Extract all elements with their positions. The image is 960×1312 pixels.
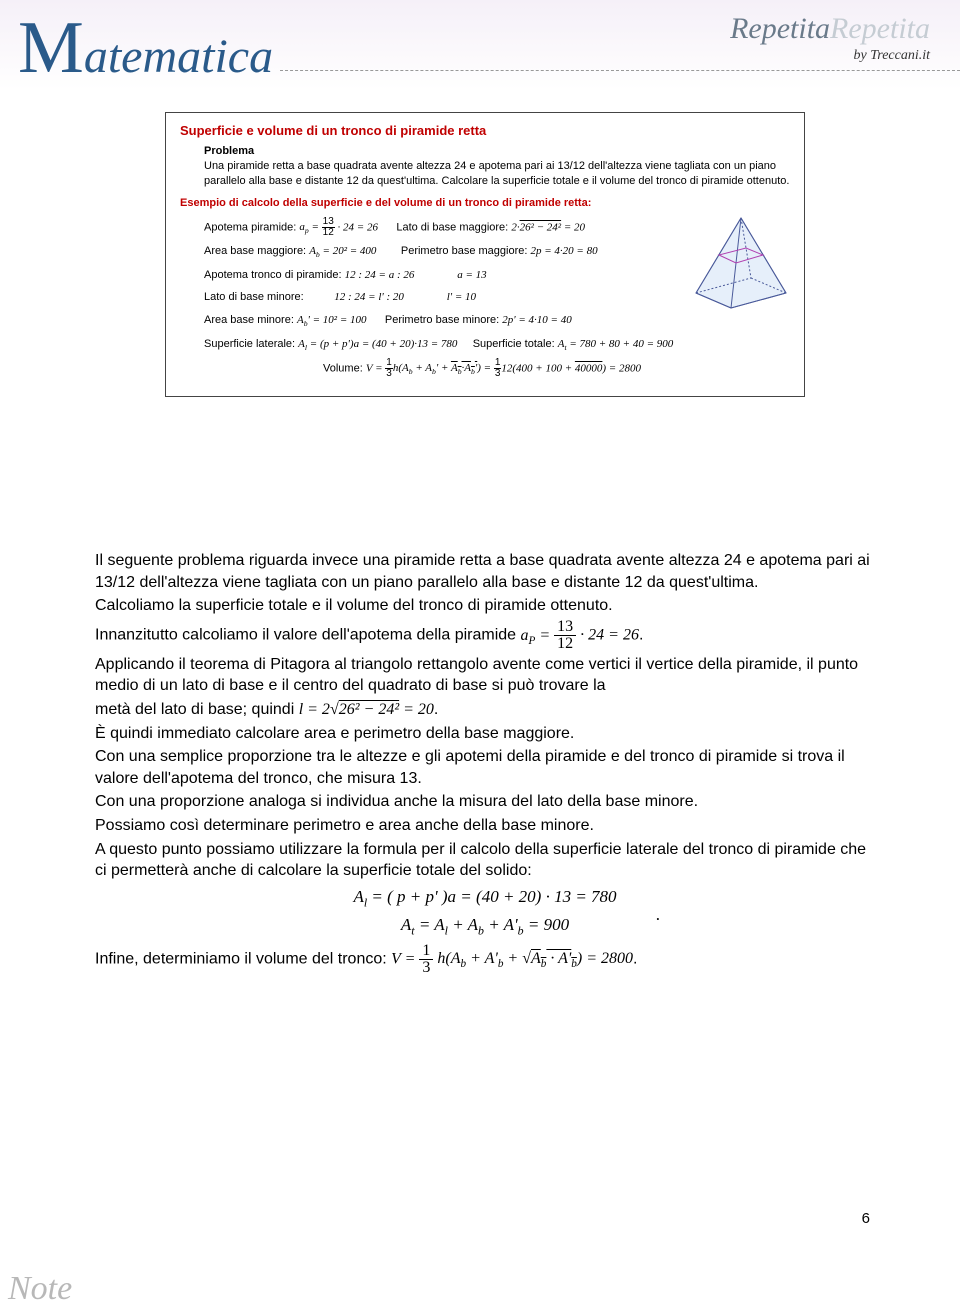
slide-calculations: Apotema piramide: ap = 1312 · 24 = 26 La… [180,217,790,381]
equation-total: At = Al + Ab + A'b = 900 . [95,914,875,938]
paragraph: Possiamo così determinare perimetro e ar… [95,815,875,837]
calc-label: Volume: [323,362,363,374]
logo-matematica: Matematica [18,6,273,91]
paragraph: Applicando il teorema di Pitagora al tri… [95,654,875,697]
header-divider [280,70,960,71]
main-text: Il seguente problema riguarda invece una… [95,550,875,978]
example-heading: Esempio di calcolo della superficie e de… [180,197,790,209]
paragraph: metà del lato di base; quindi l = 2√26² … [95,699,875,721]
calc-label: Superficie laterale: [204,338,295,350]
paragraph: Con una semplice proporzione tra le alte… [95,746,875,789]
slide-title: Superficie e volume di un tronco di pira… [180,123,790,138]
page-number: 6 [862,1210,870,1227]
calc-label: Area base maggiore: [204,245,306,257]
problem-body: Una piramide retta a base quadrata avent… [204,159,790,189]
equation-lateral: Al = ( p + p' )a = (40 + 20) · 13 = 780 [95,886,875,910]
paragraph: Il seguente problema riguarda invece una… [95,550,875,593]
pyramid-icon [686,213,796,313]
calc-label: Perimetro base minore: [385,314,499,326]
calc-label: Lato di base maggiore: [396,221,508,233]
repetita-1: Repetita [730,12,830,45]
page-header: Matematica RepetitaRepetita by Treccani.… [0,0,960,90]
paragraph: Con una proporzione analoga si individua… [95,791,875,813]
calc-label: Area base minore: [204,314,294,326]
calc-label: Lato di base minore: [204,291,304,303]
calc-label: Apotema tronco di piramide: [204,269,342,281]
paragraph: Infine, determiniamo il volume del tronc… [95,943,875,976]
example-slide: Superficie e volume di un tronco di pira… [165,112,805,397]
logo-repetita: RepetitaRepetita by Treccani.it [730,12,930,64]
paragraph: A questo punto possiamo utilizzare la fo… [95,839,875,882]
problem-heading: Problema [204,144,790,159]
byline: by Treccani.it [854,48,930,63]
calc-label: Superficie totale: [473,338,555,350]
slide-problem: Problema Una piramide retta a base quadr… [180,144,790,189]
logo-text: atematica [84,30,273,83]
repetita-2: Repetita [830,12,930,45]
footer-note: Note [8,1270,72,1308]
calc-label: Perimetro base maggiore: [401,245,528,257]
calc-label: Apotema piramide: [204,221,296,233]
paragraph: È quindi immediato calcolare area e peri… [95,723,875,745]
paragraph: Innanzitutto calcoliamo il valore dell'a… [95,619,875,652]
paragraph: Calcoliamo la superficie totale e il vol… [95,595,875,617]
